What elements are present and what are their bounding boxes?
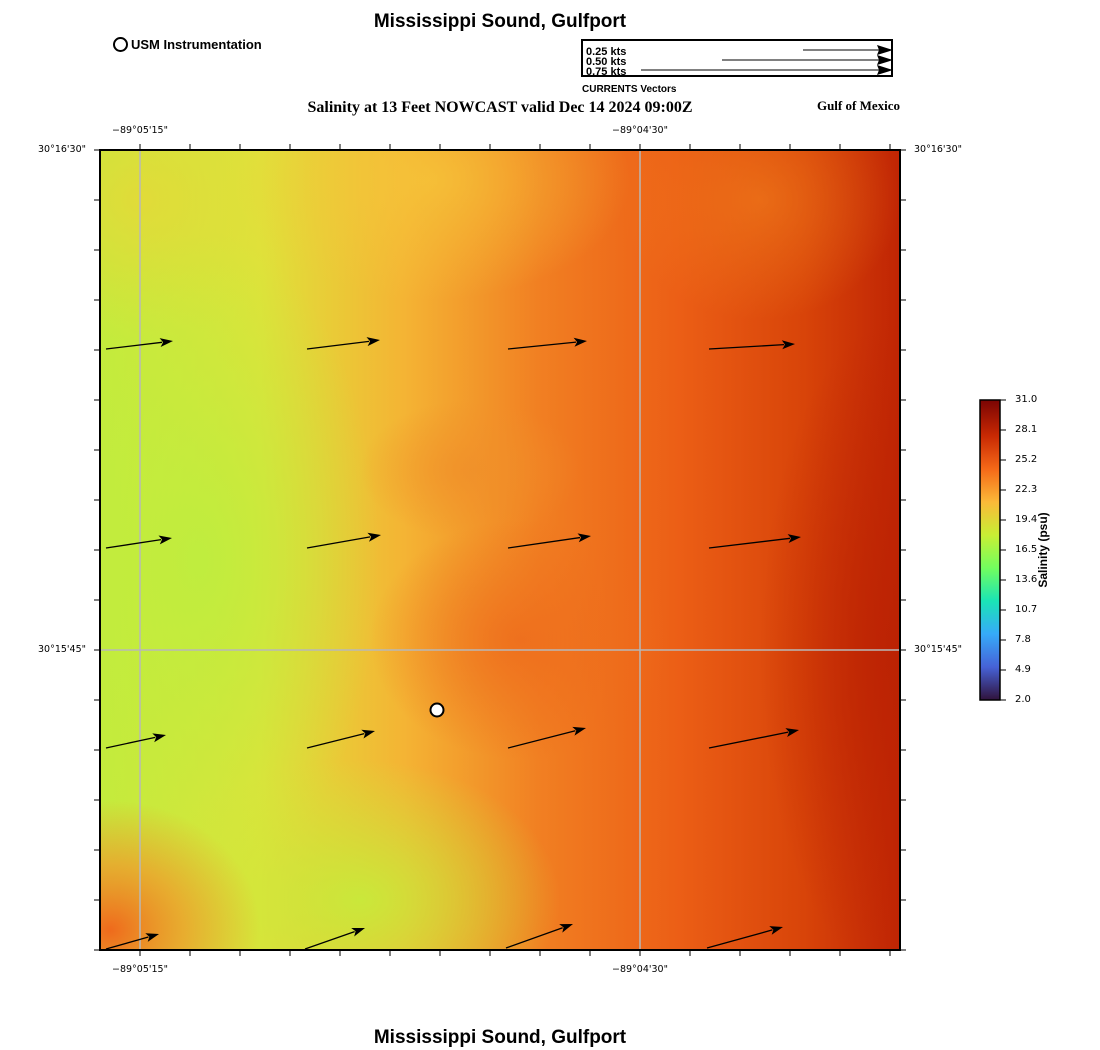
current-vector: [708, 534, 801, 549]
station-marker-icon: [113, 37, 128, 52]
map-graticule: [100, 150, 900, 950]
lat-label-right-1: 30°16'30": [914, 144, 962, 155]
current-vector: [304, 928, 365, 950]
lon-label-bottom-2: −89°04'30": [612, 964, 668, 975]
station-legend: USM Instrumentation: [113, 37, 262, 52]
vector-legend-label-2: 0.50 kts: [586, 56, 627, 68]
lat-label-left-2: 30°15'45": [38, 644, 86, 655]
usm-station-marker[interactable]: [429, 702, 445, 718]
current-vector: [507, 726, 586, 749]
salinity-colorbar: [979, 399, 1006, 701]
colorbar-tick-label: 2.0: [1015, 694, 1031, 705]
colorbar-title: Salinity (psu): [1036, 512, 1050, 588]
vector-legend: 0.25 kts 0.50 kts 0.75 kts: [581, 39, 893, 78]
current-vector: [306, 729, 375, 749]
current-vector: [507, 337, 587, 350]
colorbar-tick-label: 7.8: [1015, 634, 1031, 645]
colorbar-tick-label: 13.6: [1015, 574, 1038, 585]
colorbar-tick-label: 25.2: [1015, 454, 1038, 465]
current-vector: [306, 337, 380, 350]
colorbar-tick-label: 22.3: [1015, 484, 1038, 495]
footer-title: Mississippi Sound, Gulfport: [373, 1027, 627, 1048]
colorbar-tick-label: 19.4: [1015, 514, 1038, 525]
current-vector: [708, 728, 799, 749]
map-subtitle: Salinity at 13 Feet NOWCAST valid Dec 14…: [307, 99, 693, 116]
current-vector: [105, 338, 173, 350]
current-vector: [706, 926, 783, 949]
map-ticks: [94, 144, 906, 956]
lon-label-top-2: −89°04'30": [612, 125, 668, 136]
vector-legend-arrows: [641, 45, 893, 75]
current-vectors: [105, 337, 801, 950]
current-vector: [708, 340, 795, 350]
colorbar-tick-label: 16.5: [1015, 544, 1038, 555]
map-title: Mississippi Sound, Gulfport: [373, 11, 627, 32]
current-vector: [105, 733, 166, 749]
station-legend-label: USM Instrumentation: [131, 37, 262, 52]
colorbar-tick-label: 28.1: [1015, 424, 1038, 435]
vector-legend-label-3: 0.75 kts: [586, 66, 627, 78]
vector-legend-label-1: 0.25 kts: [586, 46, 627, 58]
legend-arrow-050: [722, 55, 893, 65]
colorbar-tick-label: 31.0: [1015, 394, 1038, 405]
lon-label-bottom-1: −89°05'15": [112, 964, 168, 975]
colorbar-tick-label: 4.9: [1015, 664, 1031, 675]
current-vector: [505, 924, 573, 949]
salinity-field: [100, 150, 900, 950]
lat-label-left-1: 30°16'30": [38, 144, 86, 155]
legend-arrow-025: [803, 45, 893, 55]
current-vector: [105, 933, 159, 950]
current-vector: [105, 535, 172, 549]
legend-arrow-075: [641, 65, 893, 75]
current-vector: [306, 532, 381, 549]
current-vector: [507, 533, 591, 549]
colorbar-tick-label: 10.7: [1015, 604, 1038, 615]
region-label: Gulf of Mexico: [816, 98, 900, 113]
lat-label-right-2: 30°15'45": [914, 644, 962, 655]
lon-label-top-1: −89°05'15": [112, 125, 168, 136]
vector-legend-caption: CURRENTS Vectors: [582, 84, 677, 95]
